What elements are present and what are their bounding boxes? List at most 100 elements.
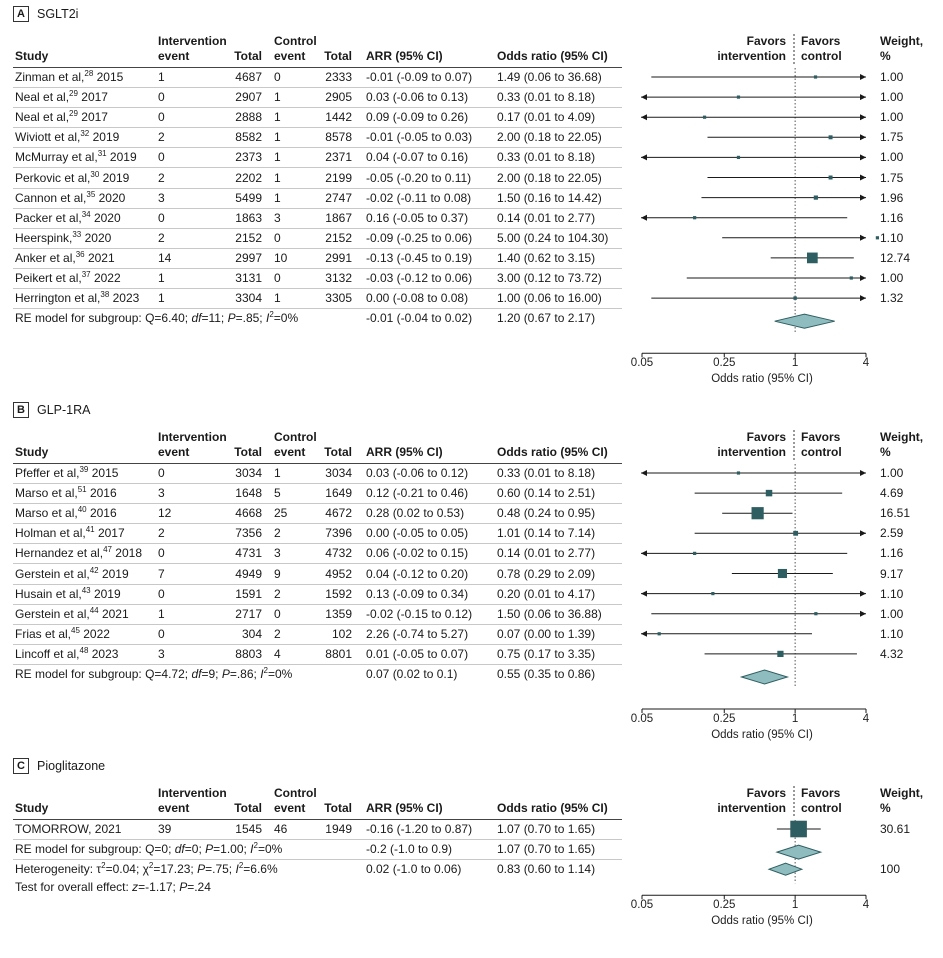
header-weight-unit: %	[880, 445, 891, 459]
intervention-total: 1648	[235, 486, 262, 501]
intervention-events: 1	[158, 606, 165, 621]
control-total: 3132	[325, 271, 352, 285]
header-rule	[13, 463, 622, 464]
ci-arrow-right	[860, 174, 866, 181]
study-name: McMurray et al,31 2019	[15, 149, 137, 165]
intervention-events: 3	[158, 646, 165, 661]
ci-arrow-right	[860, 114, 866, 121]
effect-marker	[828, 175, 833, 180]
intervention-total: 2202	[235, 170, 262, 185]
control-events: 4	[274, 646, 281, 661]
x-tick-label: 0.25	[713, 357, 735, 369]
intervention-events: 1	[158, 271, 165, 285]
intervention-events: 2	[158, 130, 165, 145]
intervention-total: 3131	[235, 271, 262, 285]
x-tick-label: 1	[792, 899, 798, 911]
study-name: TOMORROW, 2021	[15, 822, 122, 836]
header-intervention-event: event	[158, 445, 190, 459]
favors-control-label-2: control	[801, 49, 842, 63]
overall-weight: 100	[880, 862, 901, 877]
arr-value: -0.03 (-0.12 to 0.06)	[366, 271, 473, 285]
control-total: 8578	[325, 130, 352, 145]
effect-marker	[657, 632, 661, 636]
x-tick-label: 4	[863, 357, 870, 369]
header-rule	[13, 67, 622, 68]
favors-intervention-label-2: intervention	[717, 801, 786, 815]
ci-arrow-right	[860, 590, 866, 597]
summary-rule	[13, 308, 622, 310]
arr-value: -0.16 (-1.20 to 0.87)	[366, 822, 473, 836]
control-total: 4732	[325, 546, 352, 561]
control-events: 0	[274, 271, 281, 285]
ci-arrow-right	[860, 470, 866, 476]
effect-marker	[765, 489, 773, 497]
intervention-events: 2	[158, 170, 165, 185]
odds-ratio-value: 1.49 (0.06 to 36.68)	[497, 70, 602, 84]
control-total: 1949	[325, 822, 352, 836]
row-rule	[13, 267, 622, 269]
control-events: 2	[274, 526, 281, 541]
panel-letter: C	[13, 758, 29, 774]
row-rule	[13, 288, 622, 289]
intervention-total: 4668	[235, 506, 262, 521]
forest-plot-svg: 0.05 0.25 1 4 Odds ratio (95% CI)	[631, 786, 870, 927]
study-name: Holman et al,41 2017	[15, 525, 125, 541]
x-tick-label: 4	[863, 713, 870, 725]
odds-ratio-value: 1.40 (0.62 to 3.15)	[497, 250, 596, 265]
intervention-total: 2997	[235, 250, 262, 265]
ci-arrow-left	[641, 550, 647, 557]
weight-value: 1.00	[880, 271, 904, 285]
header-intervention: Intervention	[158, 34, 227, 48]
overall-odds-ratio: 0.83 (0.60 to 1.14)	[497, 862, 596, 877]
weight-value: 9.17	[880, 566, 904, 581]
favors-intervention-label: Favors	[746, 430, 786, 444]
ci-arrow-right	[860, 530, 866, 537]
arr-value: 0.12 (-0.21 to 0.46)	[366, 486, 469, 501]
header-arr: ARR (95% CI)	[366, 445, 443, 459]
intervention-total: 3304	[235, 291, 262, 306]
intervention-events: 1	[158, 70, 165, 84]
study-name: Neal et al,29 2017	[15, 109, 108, 125]
odds-ratio-value: 3.00 (0.12 to 73.72)	[497, 271, 602, 285]
arr-value: 0.16 (-0.05 to 0.37)	[366, 210, 469, 225]
intervention-total: 4687	[235, 70, 262, 84]
header-arr: ARR (95% CI)	[366, 49, 443, 63]
weight-value: 1.10	[880, 230, 904, 245]
header-control-event: event	[274, 445, 306, 459]
weight-value: 4.32	[880, 646, 904, 661]
control-events: 0	[274, 606, 281, 621]
intervention-events: 0	[158, 150, 165, 165]
intervention-total: 7356	[235, 526, 262, 541]
intervention-total: 5499	[235, 190, 262, 205]
favors-intervention-label: Favors	[746, 34, 786, 48]
intervention-events: 0	[158, 586, 165, 601]
weight-value: 1.00	[880, 466, 904, 480]
arr-value: -0.02 (-0.11 to 0.08)	[366, 190, 472, 205]
control-total: 2152	[325, 230, 352, 245]
study-name: Lincoff et al,48 2023	[15, 645, 119, 661]
row-rule	[13, 583, 622, 585]
study-name: Heerspink,33 2020	[15, 229, 112, 245]
odds-ratio-value: 0.17 (0.01 to 4.09)	[497, 110, 596, 125]
effect-marker	[693, 216, 697, 220]
panel-title: A SGLT2i	[13, 6, 78, 22]
effect-marker	[875, 236, 880, 240]
control-total: 2371	[325, 150, 352, 165]
odds-ratio-value: 1.01 (0.14 to 7.14)	[497, 526, 596, 541]
ci-arrow-right	[860, 275, 866, 281]
arr-value: -0.09 (-0.25 to 0.06)	[366, 230, 473, 245]
favors-intervention-label-2: intervention	[717, 49, 786, 63]
header-arr: ARR (95% CI)	[366, 801, 443, 815]
arr-value: 2.26 (-0.74 to 5.27)	[366, 626, 469, 641]
control-total: 1592	[325, 586, 352, 601]
arr-value: 0.06 (-0.02 to 0.15)	[366, 546, 469, 561]
x-tick-label: 4	[863, 899, 870, 911]
intervention-events: 0	[158, 210, 165, 225]
study-name: Wiviott et al,32 2019	[15, 129, 120, 145]
intervention-total: 304	[241, 626, 262, 641]
effect-marker	[777, 568, 787, 579]
header-weight: Weight,	[880, 34, 924, 48]
intervention-events: 0	[158, 466, 165, 480]
header-intervention-event: event	[158, 801, 190, 815]
control-events: 1	[274, 90, 281, 105]
